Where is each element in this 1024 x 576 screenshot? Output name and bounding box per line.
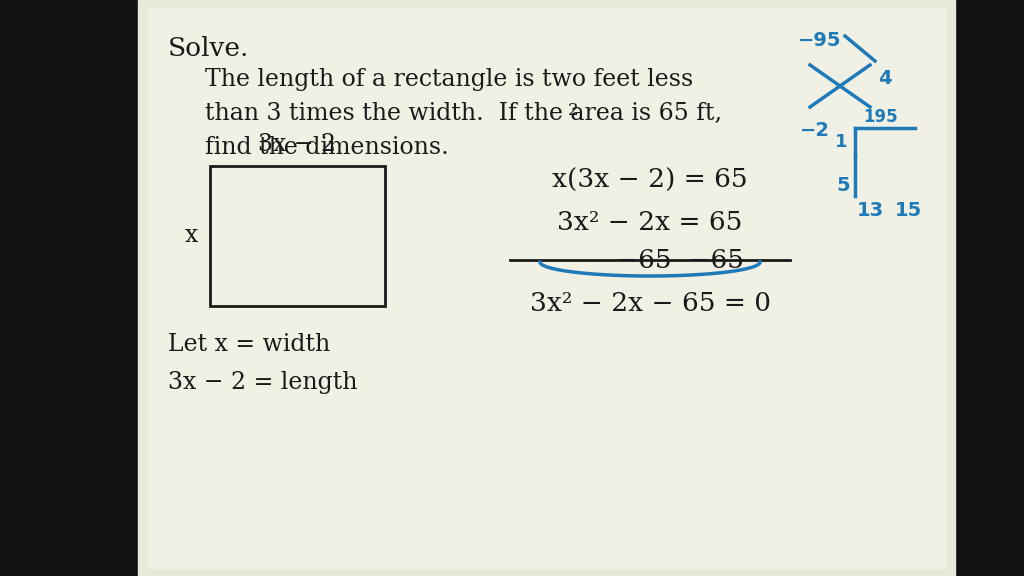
Text: 13: 13 xyxy=(857,201,884,220)
Bar xyxy=(138,0,955,576)
Bar xyxy=(955,0,1024,576)
Bar xyxy=(0,0,138,576)
Text: 3x − 2: 3x − 2 xyxy=(258,133,337,156)
Text: 1: 1 xyxy=(835,133,847,151)
Text: 195: 195 xyxy=(863,108,898,126)
Text: −2: −2 xyxy=(800,121,830,140)
Text: x: x xyxy=(184,225,198,248)
Text: −65  −65: −65 −65 xyxy=(616,248,744,273)
Text: 3x − 2 = length: 3x − 2 = length xyxy=(168,371,357,394)
Text: than 3 times the width.  If the area is 65 ft,: than 3 times the width. If the area is 6… xyxy=(205,102,722,125)
Text: Let x = width: Let x = width xyxy=(168,333,331,356)
Text: 15: 15 xyxy=(895,201,923,220)
Text: 5: 5 xyxy=(837,176,850,195)
Text: x(3x − 2) = 65: x(3x − 2) = 65 xyxy=(552,168,748,193)
Text: Solve.: Solve. xyxy=(168,36,250,61)
Text: 3x² − 2x = 65: 3x² − 2x = 65 xyxy=(557,210,742,235)
Text: −95: −95 xyxy=(799,31,842,50)
Text: 2: 2 xyxy=(568,102,579,119)
Text: find the dimensions.: find the dimensions. xyxy=(205,136,449,159)
Text: 3x² − 2x − 65 = 0: 3x² − 2x − 65 = 0 xyxy=(529,291,770,316)
Bar xyxy=(148,8,945,568)
Bar xyxy=(210,166,385,306)
Text: The length of a rectangle is two feet less: The length of a rectangle is two feet le… xyxy=(205,68,693,91)
Text: 4: 4 xyxy=(878,69,892,88)
